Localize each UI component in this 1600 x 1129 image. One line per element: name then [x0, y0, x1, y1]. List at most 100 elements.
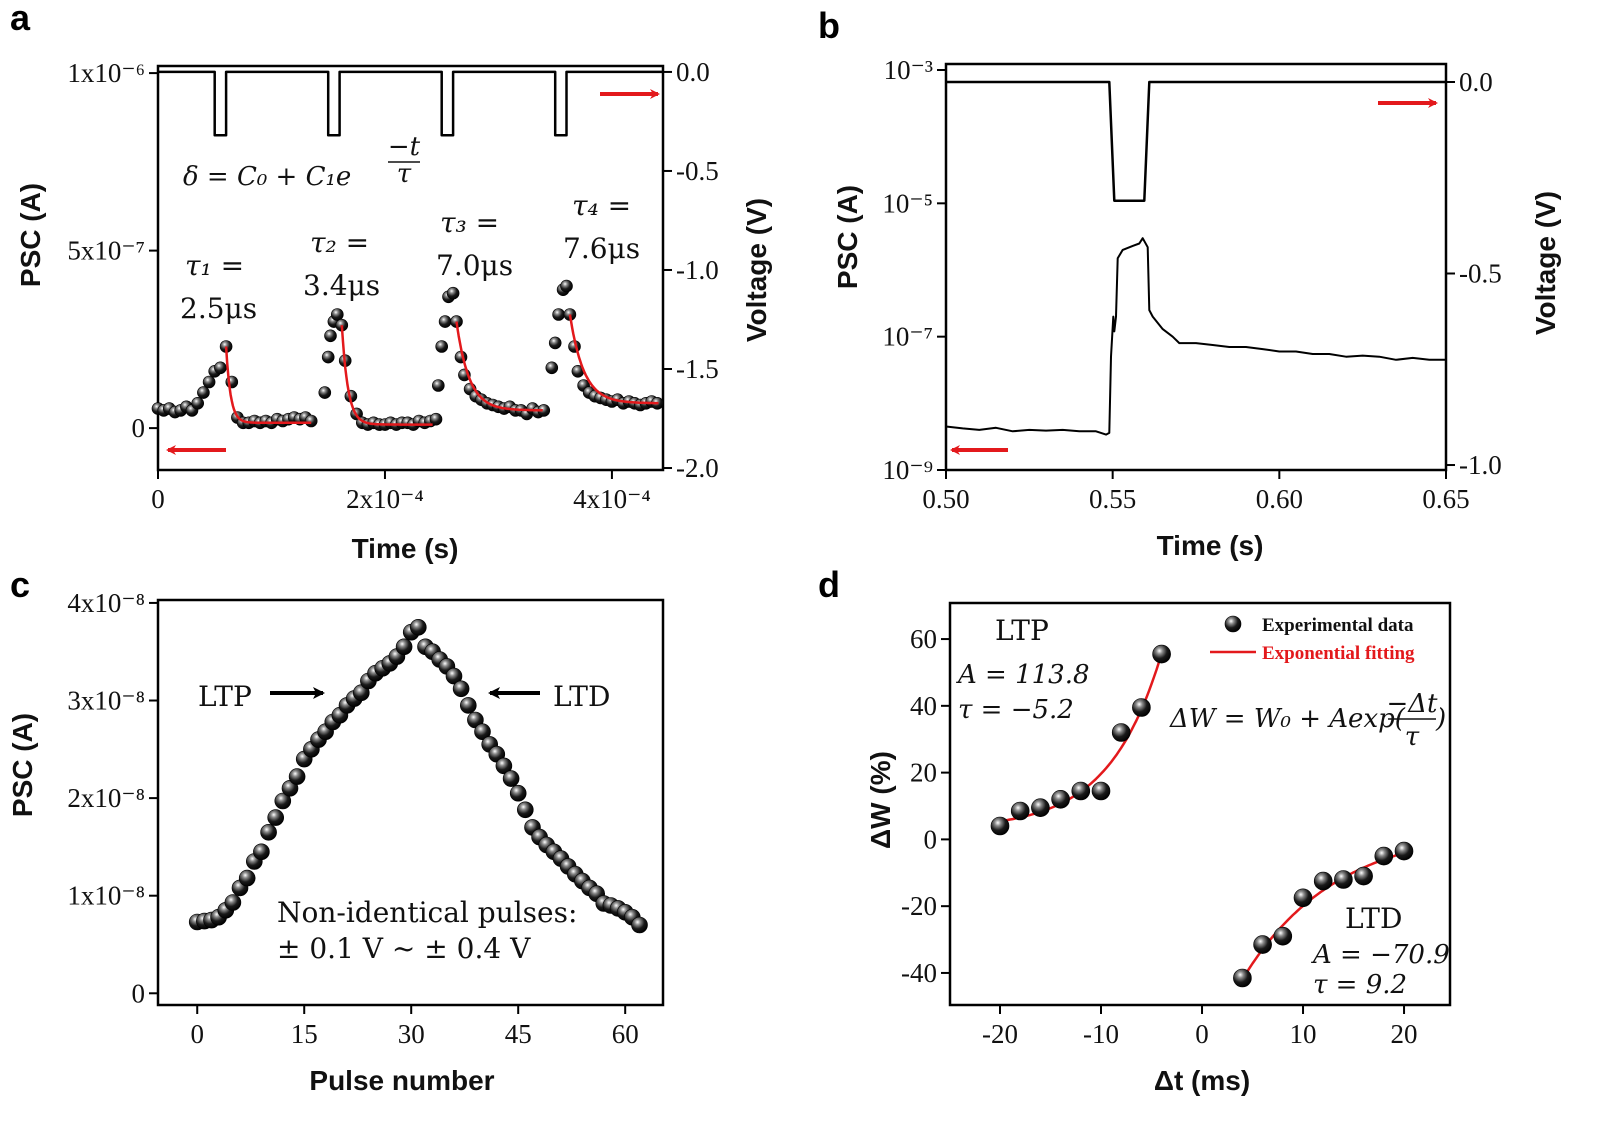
x-tick-label: 2x10⁻⁴ [346, 484, 424, 514]
y-tick-label: 0 [132, 413, 146, 443]
fit-equation-close: ) [1435, 704, 1446, 734]
y-right-axis-title: Voltage (V) [1530, 191, 1561, 335]
data-point [324, 329, 337, 343]
fit-equation-exponent-numerator: −t [388, 132, 421, 162]
data-point [446, 286, 460, 300]
data-point [253, 843, 270, 861]
data-point [502, 770, 520, 787]
legend: Experimental data Exponential fitting [1210, 615, 1415, 664]
data-point [1293, 888, 1313, 908]
data-point [1374, 846, 1394, 866]
x-tick-label: 0.60 [1256, 484, 1303, 514]
y-tick-label: 20 [910, 758, 937, 788]
ltd-label: LTD [553, 680, 610, 713]
fit-equation: δ = C₀ + C₁e [183, 162, 351, 192]
ltd-amplitude: A = −70.9 [1311, 940, 1450, 970]
data-point [495, 757, 513, 775]
fit-curve-3 [455, 321, 543, 412]
plot-frame [944, 62, 1448, 472]
y-tick-label: 2x10⁻⁸ [67, 783, 145, 813]
x-tick-label: 0 [190, 1019, 204, 1049]
ltp-label: LTP [995, 614, 1049, 647]
x-tick-label: 0.55 [1089, 484, 1136, 514]
x-tick-label: 10 [1290, 1019, 1317, 1049]
y-tick-label: 0 [132, 978, 146, 1008]
data-point [321, 350, 335, 364]
data-point [552, 308, 565, 321]
data-point [1132, 698, 1151, 717]
data-point [1010, 801, 1030, 821]
data-point [191, 396, 204, 410]
fit-equation-exponent-denominator: τ [397, 159, 412, 189]
fit-equation-denominator: τ [1405, 722, 1420, 752]
fit-curve-4 [568, 314, 659, 405]
x-tick-label: 45 [505, 1019, 532, 1049]
panel-d: -20 -10 0 10 20 -40 -20 0 20 40 60 Δt (ms) ΔW (%) d LT… [818, 564, 1452, 1096]
data-point [459, 697, 477, 714]
psc-line [945, 237, 1446, 436]
panel-label: a [10, 0, 31, 38]
x-tick-label: 0.50 [922, 484, 969, 514]
data-point [1051, 789, 1070, 809]
y-tick-label: 10⁻³ [884, 55, 933, 85]
data-point [1334, 870, 1353, 889]
data-point [990, 816, 1010, 836]
panel-label: d [818, 564, 840, 605]
data-point [1071, 781, 1091, 801]
data-point [1031, 798, 1050, 818]
data-point [1233, 968, 1252, 988]
ltd-label: LTD [1345, 902, 1402, 935]
x-tick-label: 30 [398, 1019, 425, 1049]
x-tick-label: 0 [1195, 1019, 1209, 1049]
tau-label: τ₄ = [572, 189, 631, 222]
legend-fit-label: Exponential fitting [1262, 643, 1415, 664]
y-tick-label: -40 [901, 958, 937, 988]
y-tick-label: -20 [901, 891, 937, 921]
data-point [1273, 926, 1293, 946]
pulse-note-line1: Non-identical pulses: [277, 896, 577, 929]
y-right-tick-label: -1.5 [676, 354, 719, 384]
data-point [197, 386, 210, 399]
ltp-label: LTP [198, 680, 252, 713]
data-point [474, 723, 491, 741]
fit-equation: ΔW = W₀ + Aexp( [1169, 704, 1406, 734]
y-axis-title: ΔW (%) [865, 751, 896, 849]
data-point [445, 667, 463, 685]
data-point [1152, 644, 1171, 664]
panel-c: 0 15 30 45 60 0 1x10⁻⁸ 2x10⁻⁸ 3x10⁻⁸ 4x10⁻⁸ Pulse … [7, 564, 665, 1096]
tau-value: 7.0μs [436, 249, 513, 282]
y-right-tick-label: -0.5 [676, 156, 719, 186]
data-point [1091, 781, 1111, 801]
data-point [274, 792, 292, 810]
data-point [509, 784, 527, 802]
x-tick-label: 4x10⁻⁴ [573, 484, 651, 514]
tau-value: 7.6μs [563, 232, 640, 265]
data-point [431, 379, 445, 392]
data-point [438, 315, 452, 328]
x-axis-title: Δt (ms) [1154, 1065, 1250, 1096]
voltage-line [946, 80, 1446, 202]
data-point [202, 375, 216, 389]
y-right-tick-label: -1.0 [676, 255, 719, 285]
plot-frame [948, 601, 1452, 1007]
tau-value: 2.5μs [180, 292, 257, 325]
y-tick-label: 0 [924, 824, 938, 854]
x-tick-label: 15 [291, 1019, 318, 1049]
x-axis-title: Pulse number [309, 1065, 494, 1096]
y-right-tick-label: -2.0 [676, 453, 719, 483]
data-point [1313, 871, 1333, 891]
data-point [267, 809, 285, 826]
tau-value: 3.4μs [303, 269, 380, 302]
y-right-tick-label: 0.0 [1459, 67, 1493, 97]
y-tick-label: 3x10⁻⁸ [67, 686, 145, 716]
data-point [429, 412, 443, 426]
data-point [548, 336, 562, 350]
data-point [1253, 935, 1272, 954]
data-point [516, 801, 534, 819]
y-tick-label: 5x10⁻⁷ [67, 236, 145, 266]
data-point [1394, 841, 1414, 861]
plot-frame [156, 64, 665, 472]
y-tick-label: 40 [910, 691, 937, 721]
fit-curve-2 [340, 325, 433, 426]
